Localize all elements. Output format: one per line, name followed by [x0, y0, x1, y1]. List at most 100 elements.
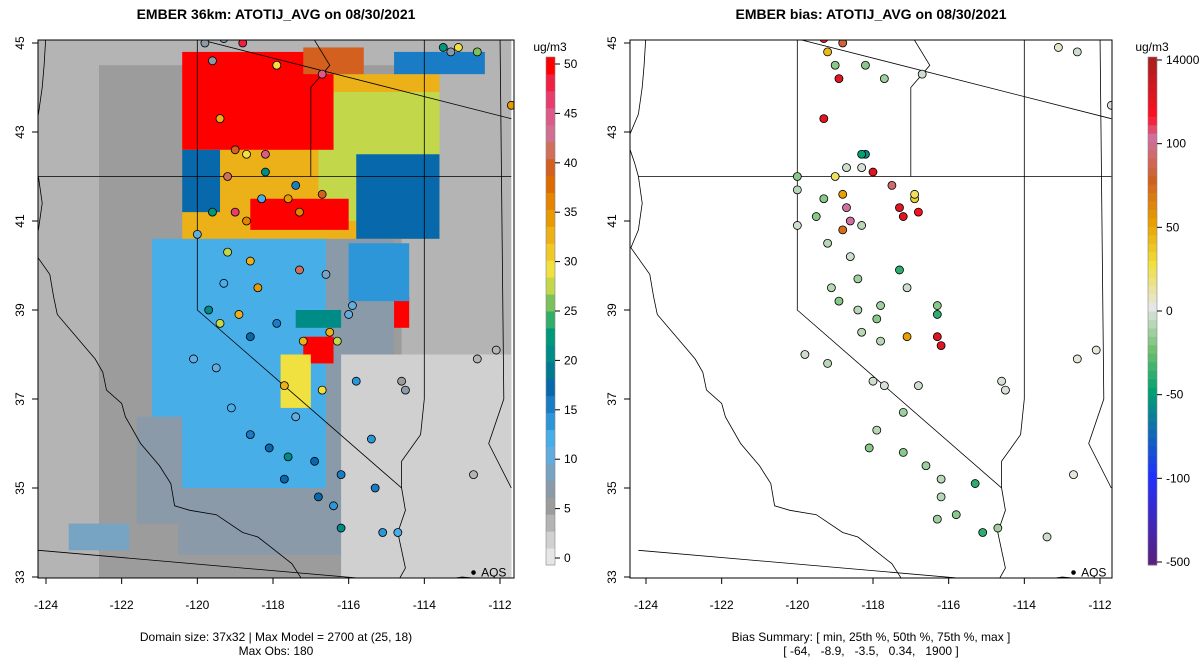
observation-point — [792, 172, 802, 181]
observation-point — [291, 412, 301, 422]
left-map-layer: AQS — [38, 30, 514, 578]
grid-cell-block — [182, 149, 221, 213]
colorbar-tick-label: -500 — [1166, 555, 1190, 569]
y-tick-label: 43 — [13, 125, 27, 139]
colorbar-swatch — [1148, 158, 1157, 168]
grid-cell-block — [68, 523, 130, 551]
observation-point — [261, 149, 270, 159]
colorbar-swatch — [1148, 65, 1157, 75]
colorbar-swatch — [1148, 454, 1157, 464]
colorbar-swatch — [546, 175, 555, 193]
observation-point — [472, 354, 482, 364]
observation-point — [215, 114, 225, 124]
observation-point — [997, 376, 1007, 386]
observation-point — [978, 528, 988, 537]
observation-point — [845, 216, 855, 226]
observation-point — [453, 43, 463, 52]
observation-point — [211, 363, 221, 373]
observation-point — [317, 69, 327, 79]
y-tick-label: 37 — [605, 392, 619, 406]
colorbar-swatch — [546, 497, 555, 515]
observation-point — [245, 332, 255, 342]
observation-point — [189, 354, 198, 364]
observation-point — [902, 332, 912, 342]
observation-point — [887, 180, 897, 190]
observation-point — [208, 207, 217, 217]
colorbar-swatch — [1148, 175, 1157, 185]
colorbar-swatch — [1148, 226, 1157, 236]
left-colorbar: ug/m3 0 5 10 15 20 25 30 35 40 45 50 — [533, 40, 578, 566]
colorbar-unit: ug/m3 — [533, 40, 567, 54]
colorbar-swatch — [1148, 446, 1157, 456]
observation-point — [857, 221, 867, 230]
colorbar-swatch — [546, 107, 555, 126]
x-tick-label: -124 — [634, 598, 658, 612]
colorbar-swatch — [1148, 73, 1157, 83]
colorbar-swatch — [1148, 387, 1157, 397]
y-tick-label: 41 — [605, 214, 619, 228]
observation-point — [272, 60, 282, 70]
colorbar-swatch — [1148, 200, 1157, 210]
observation-point — [993, 523, 1003, 533]
colorbar-swatch — [1148, 124, 1157, 134]
observation-point — [823, 238, 832, 248]
x-tick-label: -122 — [110, 598, 134, 612]
colorbar-tick-label: -50 — [1166, 388, 1184, 402]
observation-point — [868, 376, 878, 386]
observation-point — [344, 310, 354, 319]
observation-point — [219, 278, 229, 288]
colorbar-swatch — [546, 90, 555, 109]
y-tick-label: 33 — [605, 570, 619, 584]
observation-point — [279, 381, 289, 391]
colorbar-swatch — [1148, 412, 1157, 422]
observation-point — [234, 310, 244, 319]
observation-point — [472, 47, 482, 57]
observation-point — [223, 247, 233, 257]
observation-point — [823, 358, 832, 368]
colorbar-swatch — [546, 226, 555, 244]
state-border — [800, 40, 1112, 120]
left-footer-line1: Domain size: 37x32 | Max Model = 2700 at… — [139, 630, 413, 644]
colorbar-tick-label: 0 — [564, 551, 571, 565]
observation-point — [401, 385, 410, 395]
colorbar-swatch — [1148, 471, 1157, 481]
y-tick-label: 45 — [605, 36, 619, 50]
colorbar-swatch — [1148, 260, 1157, 270]
aqs-label: AQS — [1081, 566, 1106, 580]
observation-point — [230, 207, 240, 217]
left-plot-area: AQS -124 -122 -120 -118 -116 -114 -112 33 35 37 39 4… — [13, 30, 515, 612]
observation-point — [261, 30, 269, 38]
x-tick-label: -116 — [937, 598, 960, 612]
observation-point — [261, 167, 270, 177]
colorbar-swatch — [1148, 116, 1157, 126]
observation-point — [879, 381, 889, 391]
colorbar-swatch — [546, 243, 555, 261]
x-tick-label: -118 — [261, 598, 284, 612]
grid-cell-block — [356, 154, 440, 239]
colorbar-swatch — [1148, 107, 1157, 117]
colorbar-swatch — [1148, 531, 1157, 541]
colorbar-swatch — [546, 514, 555, 532]
state-border — [401, 40, 425, 488]
observation-point — [838, 225, 848, 235]
y-tick-label: 41 — [13, 214, 27, 228]
observation-point — [219, 40, 228, 43]
colorbar-swatch — [546, 124, 555, 143]
colorbar-swatch — [546, 378, 555, 397]
colorbar-swatch — [1148, 141, 1157, 151]
observation-point — [506, 100, 514, 110]
observation-point — [317, 385, 327, 395]
observation-point — [842, 163, 851, 173]
observation-point — [861, 30, 869, 38]
observation-point — [845, 252, 855, 262]
colorbar-tick-label: 45 — [564, 106, 578, 120]
observation-point — [864, 443, 874, 453]
x-tick-label: -114 — [413, 598, 436, 612]
colorbar-swatch — [1148, 277, 1157, 287]
state-border — [196, 40, 406, 578]
observation-point — [298, 336, 308, 346]
observation-point — [208, 56, 217, 66]
observation-point — [1106, 100, 1112, 110]
y-tick-label: 37 — [13, 392, 27, 406]
